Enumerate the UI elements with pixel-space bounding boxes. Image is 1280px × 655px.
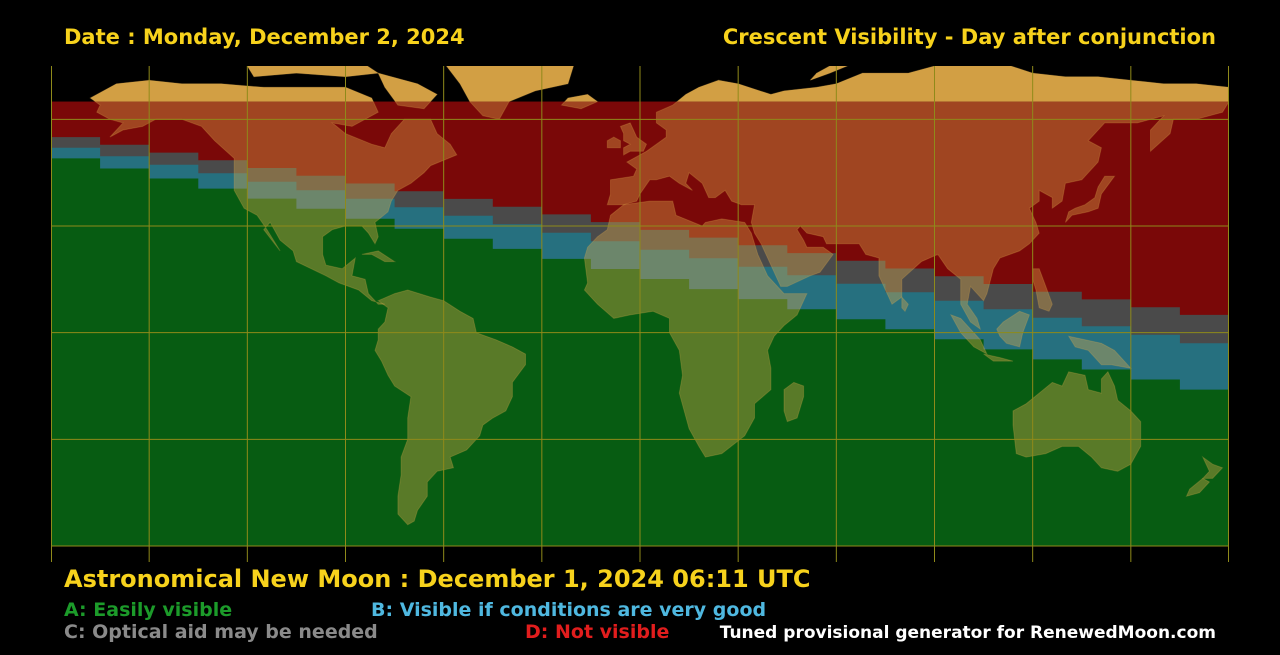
land-madagascar	[783, 381, 805, 423]
map-title: Crescent Visibility - Day after conjunct…	[722, 25, 1216, 49]
legend-zone-a: A: Easily visible	[64, 599, 233, 621]
land-top-north-america	[90, 80, 374, 102]
land-eurasia	[606, 66, 1229, 331]
land-new-zealand-south	[1185, 477, 1211, 497]
land-philippines	[1032, 268, 1053, 312]
land-top-baffin	[378, 73, 438, 102]
land-new-zealand	[1201, 455, 1224, 479]
continents-no-data-strip	[90, 66, 1229, 102]
graticule	[51, 66, 1229, 562]
land-japan	[1064, 175, 1116, 223]
land-sulawesi-newguinea	[1067, 335, 1133, 369]
land-top-novaya-zemlya	[810, 66, 848, 81]
land-top-iceland	[564, 94, 598, 102]
legend-zone-b: B: Visible if conditions are very good	[371, 599, 767, 621]
land-java	[983, 353, 1014, 362]
land-cuba	[361, 250, 397, 263]
credit-text: Tuned provisional generator for RenewedM…	[719, 623, 1216, 643]
visibility-map	[51, 66, 1229, 562]
date-title: Date : Monday, December 2, 2024	[64, 25, 465, 49]
land-top-eurasia	[677, 66, 1229, 102]
land-ireland	[606, 136, 621, 149]
land-sri-lanka	[901, 295, 909, 313]
legend-zone-c: C: Optical aid may be needed	[64, 621, 378, 643]
land-north-america	[89, 79, 458, 305]
new-moon-time: Astronomical New Moon : December 1, 2024…	[64, 565, 811, 593]
visibility-map-svg	[51, 66, 1229, 562]
continents	[89, 66, 1229, 526]
legend-zone-d: D: Not visible	[525, 621, 670, 643]
